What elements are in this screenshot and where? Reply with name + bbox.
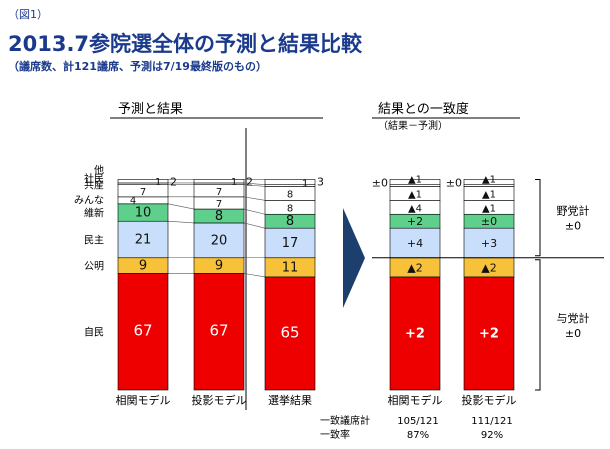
- diff-label: ±0: [481, 215, 497, 228]
- category-label: 相関モデル: [388, 393, 443, 407]
- diff-label: ▲1: [482, 189, 496, 200]
- party-label-other: 他: [94, 163, 104, 176]
- data-label: 11: [282, 260, 299, 275]
- connector-line: [167, 203, 195, 210]
- data-label: 4: [130, 195, 136, 206]
- diff-label: ▲1: [482, 174, 496, 185]
- diff-label: ±0: [446, 177, 462, 190]
- page-subtitle: （議席数、計121議席、予測は7/19最終版のもの）: [8, 60, 267, 73]
- bar-segment-other: [117, 179, 169, 184]
- data-label: 8: [287, 203, 293, 214]
- bar-segment-other: [264, 179, 316, 185]
- diff-label: ▲1: [408, 189, 422, 200]
- right-heading: 結果との一致度: [378, 101, 469, 117]
- diff-label: ▲2: [407, 261, 422, 274]
- diff-label: +3: [481, 237, 497, 250]
- arrow-shape: [343, 208, 365, 308]
- data-label: 7: [216, 187, 222, 198]
- right-subheading: （結果－予測）: [378, 119, 448, 132]
- stats-value: 105/121: [397, 416, 439, 427]
- diff-label: +2: [405, 326, 425, 341]
- bracket-line: [535, 178, 541, 257]
- bar-segment-minshu: [389, 227, 441, 259]
- bar-segment-minna: [117, 196, 169, 205]
- bar-segment-jimin: [193, 273, 245, 391]
- data-label: 2: [246, 175, 253, 188]
- diff-label: ▲1: [408, 174, 422, 185]
- data-label: 67: [209, 322, 228, 340]
- bar-segment-jimin: [463, 276, 515, 391]
- stats-value: 111/121: [471, 416, 513, 427]
- figure-label: （図1）: [8, 8, 48, 21]
- category-label: 選挙結果: [268, 393, 312, 407]
- data-label: 7: [216, 199, 222, 210]
- diff-label: ▲2: [481, 261, 496, 274]
- stats-value: 87%: [407, 430, 429, 441]
- connector-line: [243, 184, 266, 187]
- data-label: 9: [215, 259, 223, 274]
- party-label-komei: 公明: [84, 261, 104, 273]
- party-label-minna: みんな: [74, 194, 104, 206]
- bracket-value: ±0: [565, 327, 581, 340]
- data-label: 1: [155, 177, 161, 188]
- stats-row-label: 一致議席計: [320, 414, 370, 427]
- party-label-kyosan: 共産: [84, 179, 104, 192]
- category-label: 投影モデル: [462, 393, 517, 407]
- connector-line: [167, 220, 195, 224]
- bar-segment-jimin: [389, 276, 441, 391]
- data-label: 65: [280, 323, 299, 341]
- page-title: 2013.7参院選全体の予測と結果比較: [8, 32, 363, 56]
- left-heading: 予測と結果: [118, 102, 183, 117]
- party-label-shamin: 社民: [84, 172, 104, 185]
- data-label: 8: [286, 214, 294, 229]
- diff-label: +2: [479, 326, 499, 341]
- bar-segment-minshu: [264, 227, 316, 259]
- diff-label: ▲4: [408, 203, 422, 214]
- diff-label: +4: [407, 237, 423, 250]
- data-label: 8: [215, 209, 223, 224]
- diff-label: ▲1: [482, 203, 496, 214]
- data-label: 1: [231, 177, 237, 188]
- data-label: 1: [302, 179, 308, 190]
- connector-line: [243, 222, 266, 229]
- party-label-minshu: 民主: [84, 234, 104, 246]
- bracket-line: [535, 259, 541, 391]
- data-label: 7: [140, 187, 146, 198]
- connector-line: [243, 273, 266, 278]
- party-label-jimin: 自民: [84, 326, 104, 339]
- diff-label: ±0: [372, 177, 388, 190]
- data-label: 17: [282, 236, 299, 251]
- data-label: 10: [135, 206, 152, 221]
- stats-value: 92%: [481, 430, 503, 441]
- stats-row-label: 一致率: [320, 428, 350, 441]
- data-label: 3: [317, 175, 324, 188]
- bar-segment-other: [463, 179, 515, 185]
- connector-line: [243, 208, 266, 215]
- connector-line: [243, 182, 266, 185]
- bar-segment-minshu: [193, 222, 245, 259]
- data-label: 9: [139, 259, 147, 274]
- data-label: 20: [211, 233, 228, 248]
- bar-segment-other: [389, 179, 441, 185]
- diff-label: +2: [407, 215, 423, 228]
- category-label: 投影モデル: [192, 393, 247, 407]
- bracket-label: 野党計: [557, 204, 590, 218]
- data-label: 21: [135, 232, 152, 247]
- bracket-value: ±0: [565, 220, 581, 233]
- data-label: 8: [287, 189, 293, 200]
- category-label: 相関モデル: [116, 393, 171, 407]
- data-label: 67: [133, 322, 152, 340]
- bracket-label: 与党計: [557, 311, 590, 325]
- bar-segment-other: [193, 179, 245, 184]
- party-label-ishin: 維新: [84, 207, 104, 220]
- connector-line: [243, 196, 266, 201]
- bar-segment-jimin: [117, 273, 169, 391]
- data-label: 2: [170, 175, 177, 188]
